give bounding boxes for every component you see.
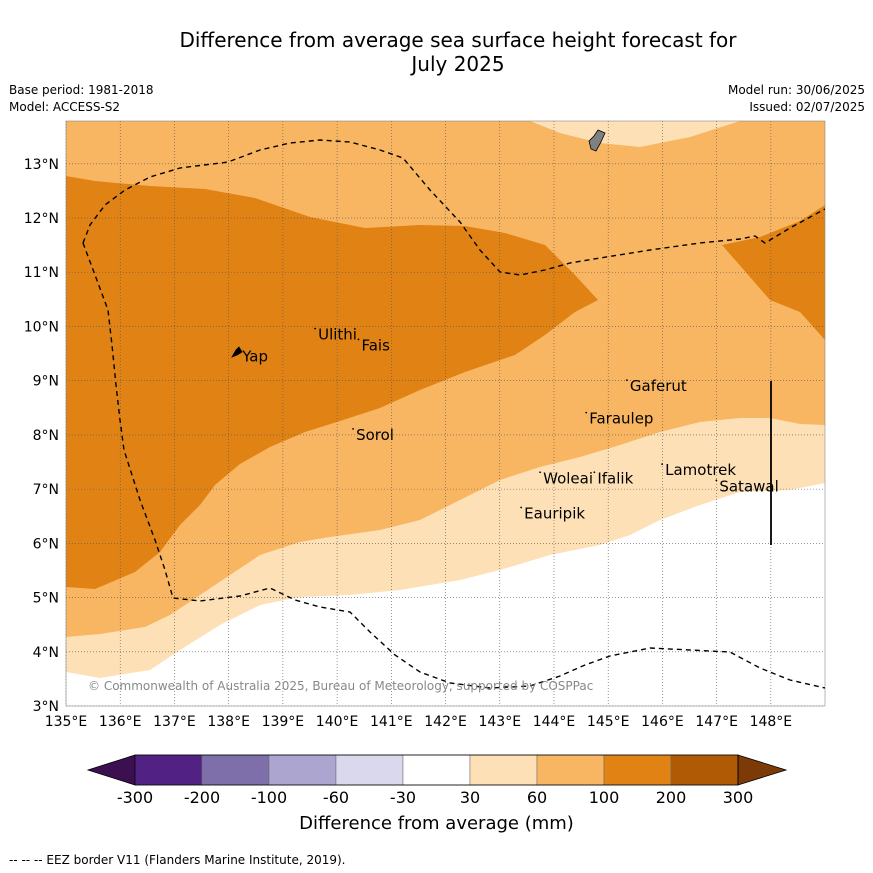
colorbar-segment	[335, 754, 404, 786]
base-period: Base period: 1981-2018	[9, 83, 154, 97]
colorbar-segment	[469, 754, 538, 786]
lon-tick-label: 147°E	[695, 714, 738, 730]
lon-tick-label: 148°E	[750, 714, 793, 730]
island-dot	[539, 471, 542, 474]
place-label: Lamotrek	[665, 461, 736, 479]
meta-left: Base period: 1981-2018 Model: ACCESS-S2	[9, 82, 154, 116]
latitude-tick-labels: 3°N 4°N 5°N 6°N 7°N 8°N 9°N 10°N 11°N 12°N 13°N	[24, 157, 59, 715]
place-label: Fais	[361, 336, 390, 354]
lat-tick-label: 3°N	[33, 699, 59, 715]
colorbar-tick-label: -300	[117, 788, 153, 807]
colorbar-segment	[603, 754, 672, 786]
colorbar-segment	[268, 754, 337, 786]
lat-tick-label: 4°N	[33, 645, 59, 661]
lat-tick-label: 5°N	[33, 591, 59, 607]
title-line-2: July 2025	[411, 52, 505, 76]
lat-tick-label: 13°N	[24, 157, 59, 173]
island-dot	[661, 463, 664, 466]
lon-tick-label: 141°E	[370, 714, 413, 730]
island-dot	[715, 479, 718, 482]
colorbar-extend-high	[737, 754, 788, 786]
band-100-200-east	[722, 205, 825, 340]
model-run: Model run: 30/06/2025	[727, 83, 865, 97]
colorbar-segment	[201, 754, 270, 786]
place-label: Eauripik	[524, 505, 585, 523]
place-label: Ifalik	[597, 469, 633, 487]
issued-date: Issued: 02/07/2025	[749, 100, 865, 114]
place-label: Gaferut	[630, 377, 687, 395]
island-dot	[625, 379, 628, 382]
eez-borders	[82, 139, 825, 689]
colorbar-tick-label: -100	[251, 788, 287, 807]
colorbar-segment	[134, 754, 203, 786]
lon-tick-label: 140°E	[316, 714, 359, 730]
lat-tick-label: 8°N	[33, 428, 59, 444]
place-label: Yap	[241, 347, 268, 365]
lat-tick-label: 7°N	[33, 482, 59, 498]
copyright-note: © Commonwealth of Australia 2025, Bureau…	[88, 679, 593, 693]
lat-tick-label: 10°N	[24, 319, 59, 335]
colorbar-tick-label: -60	[323, 788, 349, 807]
colorbar-label: Difference from average (mm)	[299, 813, 574, 834]
island-dot	[520, 506, 523, 509]
place-label: Faraulep	[589, 410, 653, 428]
lon-tick-label: 143°E	[478, 714, 521, 730]
map-title: Difference from average sea surface heig…	[120, 28, 796, 76]
title-line-1: Difference from average sea surface heig…	[179, 28, 737, 52]
map-frame	[65, 120, 826, 707]
colorbar-segment	[402, 754, 471, 786]
colorbar-segment	[670, 754, 739, 786]
colorbar-tick-label: -30	[390, 788, 416, 807]
lon-tick-label: 137°E	[153, 714, 196, 730]
place-label: Sorol	[356, 426, 394, 444]
lon-tick-label: 144°E	[533, 714, 576, 730]
island-dot	[238, 349, 241, 352]
lon-tick-label: 138°E	[207, 714, 250, 730]
lon-tick-label: 142°E	[424, 714, 467, 730]
meta-right: Model run: 30/06/2025 Issued: 02/07/2025	[728, 82, 865, 116]
guam-island	[588, 129, 606, 152]
lat-tick-label: 12°N	[24, 211, 59, 227]
place-label: Ulithi	[318, 326, 357, 344]
lon-tick-label: 139°E	[262, 714, 305, 730]
band-100-200-main	[66, 176, 598, 589]
longitude-tick-labels: 135°E 136°E 137°E 138°E 139°E 140°E 141°E 142°E…	[45, 714, 792, 730]
colorbar-tick-label: 100	[589, 788, 620, 807]
eez-border-north	[82, 139, 825, 276]
lon-tick-label: 145°E	[587, 714, 630, 730]
colorbar-tick-label: 300	[723, 788, 754, 807]
colorbar-tick-label: 30	[460, 788, 480, 807]
colorbar-tick-label: 60	[527, 788, 547, 807]
lon-tick-label: 135°E	[45, 714, 88, 730]
island-dot	[352, 428, 354, 430]
lon-tick-label: 136°E	[99, 714, 142, 730]
island-dot	[357, 338, 360, 341]
colorbar-tick-label: 200	[656, 788, 687, 807]
colorbar-frame	[134, 754, 739, 786]
footer-note: -- -- -- EEZ border V11 (Flanders Marine…	[9, 853, 346, 867]
place-label: Woleai	[543, 469, 593, 487]
contour-fills	[66, 121, 825, 706]
model-name: Model: ACCESS-S2	[9, 100, 121, 114]
island-dot	[314, 327, 317, 330]
eez-border-west	[82, 242, 825, 689]
lat-tick-label: 11°N	[24, 265, 59, 281]
place-label: Satawal	[719, 477, 778, 495]
colorbar-extend-low	[86, 754, 136, 786]
island-dot	[585, 411, 588, 414]
lat-tick-label: 9°N	[33, 374, 59, 390]
colorbar-tick-label: -200	[184, 788, 220, 807]
colorbar: -300 -200 -100 -60 -30 30 60 100 200 300	[86, 754, 788, 807]
lat-tick-label: 6°N	[33, 536, 59, 552]
lon-tick-label: 146°E	[641, 714, 684, 730]
colorbar-segment	[536, 754, 605, 786]
island-dot	[593, 471, 596, 474]
